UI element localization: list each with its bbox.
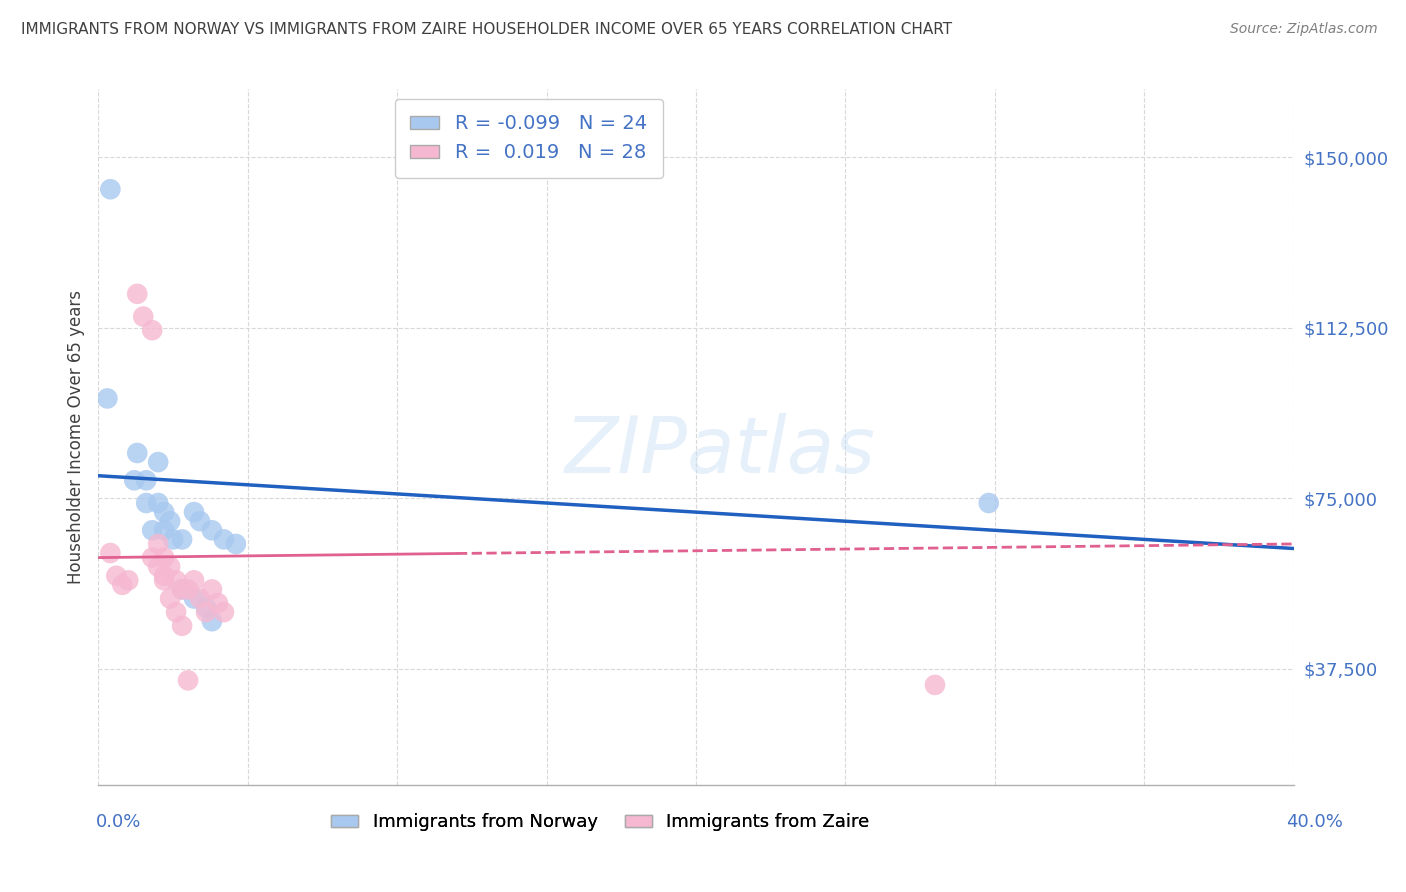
Point xyxy=(172,582,194,597)
Point xyxy=(159,591,181,606)
Point xyxy=(165,574,187,588)
Point xyxy=(924,678,946,692)
Text: Source: ZipAtlas.com: Source: ZipAtlas.com xyxy=(1230,22,1378,37)
Text: 0.0%: 0.0% xyxy=(96,813,141,830)
Point xyxy=(183,591,205,606)
Point xyxy=(201,524,224,538)
Point xyxy=(153,574,176,588)
Point xyxy=(172,533,194,547)
Point xyxy=(195,600,218,615)
Point xyxy=(96,392,118,406)
Point xyxy=(201,582,224,597)
Point xyxy=(124,473,146,487)
Point xyxy=(188,514,211,528)
Point xyxy=(111,578,134,592)
Point xyxy=(159,514,181,528)
Point xyxy=(162,533,184,547)
Point xyxy=(132,310,155,324)
Text: IMMIGRANTS FROM NORWAY VS IMMIGRANTS FROM ZAIRE HOUSEHOLDER INCOME OVER 65 YEARS: IMMIGRANTS FROM NORWAY VS IMMIGRANTS FRO… xyxy=(21,22,952,37)
Point xyxy=(977,496,1000,510)
Point xyxy=(212,605,235,619)
Point xyxy=(148,496,170,510)
Point xyxy=(141,550,163,565)
Point xyxy=(212,533,235,547)
Point xyxy=(183,505,205,519)
Point xyxy=(183,574,205,588)
Text: 40.0%: 40.0% xyxy=(1286,813,1343,830)
Legend: Immigrants from Norway, Immigrants from Zaire: Immigrants from Norway, Immigrants from … xyxy=(323,806,877,838)
Point xyxy=(148,455,170,469)
Point xyxy=(98,546,122,560)
Point xyxy=(127,446,149,460)
Point xyxy=(141,323,163,337)
Point xyxy=(207,596,229,610)
Point xyxy=(172,619,194,633)
Point xyxy=(225,537,247,551)
Point xyxy=(148,537,170,551)
Point xyxy=(98,182,122,196)
Point xyxy=(165,605,187,619)
Point xyxy=(159,559,181,574)
Point xyxy=(201,614,224,628)
Point xyxy=(135,496,157,510)
Point xyxy=(188,591,211,606)
Point xyxy=(127,286,149,301)
Point xyxy=(153,550,176,565)
Point xyxy=(105,568,128,582)
Point xyxy=(153,524,176,538)
Text: ZIPatlas: ZIPatlas xyxy=(564,413,876,489)
Y-axis label: Householder Income Over 65 years: Householder Income Over 65 years xyxy=(66,290,84,584)
Point xyxy=(135,473,157,487)
Point xyxy=(195,605,218,619)
Point xyxy=(117,574,139,588)
Point xyxy=(153,568,176,582)
Point xyxy=(177,582,200,597)
Point xyxy=(172,582,194,597)
Point xyxy=(177,673,200,688)
Point xyxy=(141,524,163,538)
Point xyxy=(148,559,170,574)
Point xyxy=(153,505,176,519)
